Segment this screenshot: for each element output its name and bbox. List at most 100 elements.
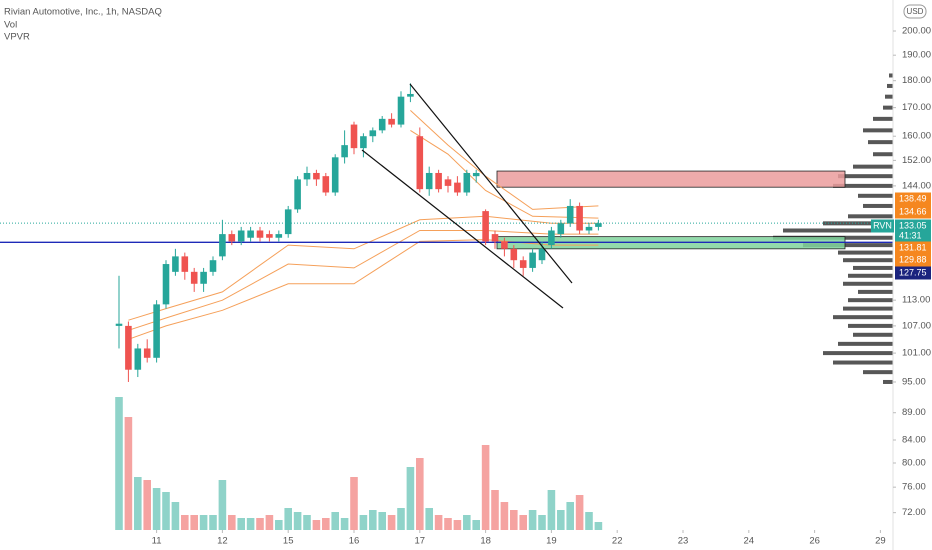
candle-body	[510, 248, 518, 261]
candle-body	[585, 226, 593, 231]
price-label-box	[895, 266, 931, 280]
vpvr-bar	[858, 193, 893, 198]
volume-bar	[359, 515, 368, 530]
price-label: 131.81	[899, 242, 927, 252]
volume-bar	[491, 490, 499, 530]
candle-body	[172, 256, 179, 272]
vpvr-bar	[848, 298, 893, 303]
candle-body	[228, 234, 236, 242]
x-tick-label: 29	[875, 536, 886, 547]
zone	[496, 170, 846, 188]
volume-bar	[369, 510, 377, 530]
vpvr-bar	[863, 370, 893, 375]
currency-badge[interactable]	[903, 4, 927, 19]
price-label-box	[895, 192, 931, 206]
candle-body	[435, 172, 442, 190]
candle-body	[125, 325, 132, 370]
price-label: 138.49	[899, 193, 927, 203]
candle-body	[219, 234, 226, 257]
volume-bar	[134, 477, 142, 530]
volume-bar	[171, 502, 180, 530]
vpvr-bar	[838, 250, 893, 255]
indicator-name: VPVR	[4, 32, 30, 43]
bands-layer	[128, 110, 599, 340]
volume-bar	[181, 515, 189, 530]
candle-body	[350, 124, 358, 149]
candle-body	[454, 182, 461, 193]
x-tick-label: 19	[546, 536, 557, 547]
volume-bar	[143, 480, 151, 530]
candle-body	[313, 172, 320, 180]
candle-body	[284, 209, 292, 235]
volume-bar	[331, 512, 339, 530]
y-tick-label: 80.00	[902, 458, 926, 469]
candle-body	[200, 271, 207, 284]
y-tick-label: 190.00	[902, 50, 931, 61]
y-tick-label: 89.00	[902, 407, 926, 418]
candle-body	[576, 205, 583, 231]
volume-bar	[481, 445, 490, 530]
candle-body	[538, 248, 546, 261]
price-label-box	[895, 219, 931, 243]
candle-body	[519, 260, 527, 268]
vpvr-bar	[843, 306, 893, 311]
volume-bar	[237, 518, 245, 530]
candle-body	[294, 179, 301, 210]
vpvr-bar	[848, 273, 893, 278]
volume-bar	[500, 502, 509, 530]
volume-bar	[387, 515, 396, 530]
vpvr-bar	[885, 94, 893, 99]
candle-body	[322, 176, 330, 193]
volume-bar	[218, 480, 227, 530]
x-tick-label: 17	[415, 536, 426, 547]
candle-body	[548, 230, 555, 246]
vpvr-bar	[868, 140, 893, 145]
volume-bar	[472, 520, 480, 530]
volume-bar	[228, 515, 236, 530]
x-tick-label: 12	[217, 536, 228, 547]
symbol: RVN	[873, 220, 892, 230]
volume-bar	[397, 508, 405, 530]
vpvr-bar	[823, 351, 893, 356]
volume-bar	[547, 490, 556, 530]
vpvr-bar	[858, 289, 893, 294]
volume-bar	[199, 515, 208, 530]
chart-title: Rivian Automotive, Inc., 1h, NASDAQ	[4, 7, 162, 18]
trend-line	[409, 83, 573, 284]
volume-bar	[350, 477, 358, 530]
x-tick-label: 23	[678, 536, 689, 547]
candle-body	[378, 118, 386, 131]
vpvr-bar	[873, 152, 893, 157]
volume-bar	[190, 515, 198, 530]
volume-bar	[594, 522, 603, 530]
vpvr-bar	[803, 243, 893, 248]
currency[interactable]: USD	[907, 7, 924, 16]
vpvr-bar	[843, 281, 893, 286]
vpvr-bar	[889, 73, 893, 78]
candle-body	[143, 348, 151, 358]
volume-bar	[425, 508, 433, 530]
vpvr-bar	[848, 323, 893, 328]
candle-body	[237, 230, 245, 242]
price-label: 129.88	[899, 254, 927, 264]
candle-body	[209, 260, 217, 272]
vpvr-bar	[783, 228, 893, 233]
volume-bar	[209, 515, 217, 530]
candle-body	[181, 256, 189, 272]
price-label: 133.05	[899, 220, 927, 230]
volume-bar	[293, 512, 302, 530]
vpvr-bar	[833, 315, 893, 320]
candle-body	[425, 172, 433, 190]
candle-body	[247, 230, 254, 238]
candle-body	[360, 136, 367, 149]
volume-bar	[303, 515, 311, 530]
y-tick-label: 180.00	[902, 75, 931, 86]
candle-body	[397, 96, 405, 125]
volume-bar	[444, 518, 452, 530]
volume-bar	[152, 488, 161, 530]
price-lines-layer	[0, 222, 893, 243]
volume-bar	[162, 492, 170, 530]
volume-bar	[510, 510, 518, 530]
candle-body	[331, 157, 339, 193]
x-tick-label: 26	[809, 536, 820, 547]
